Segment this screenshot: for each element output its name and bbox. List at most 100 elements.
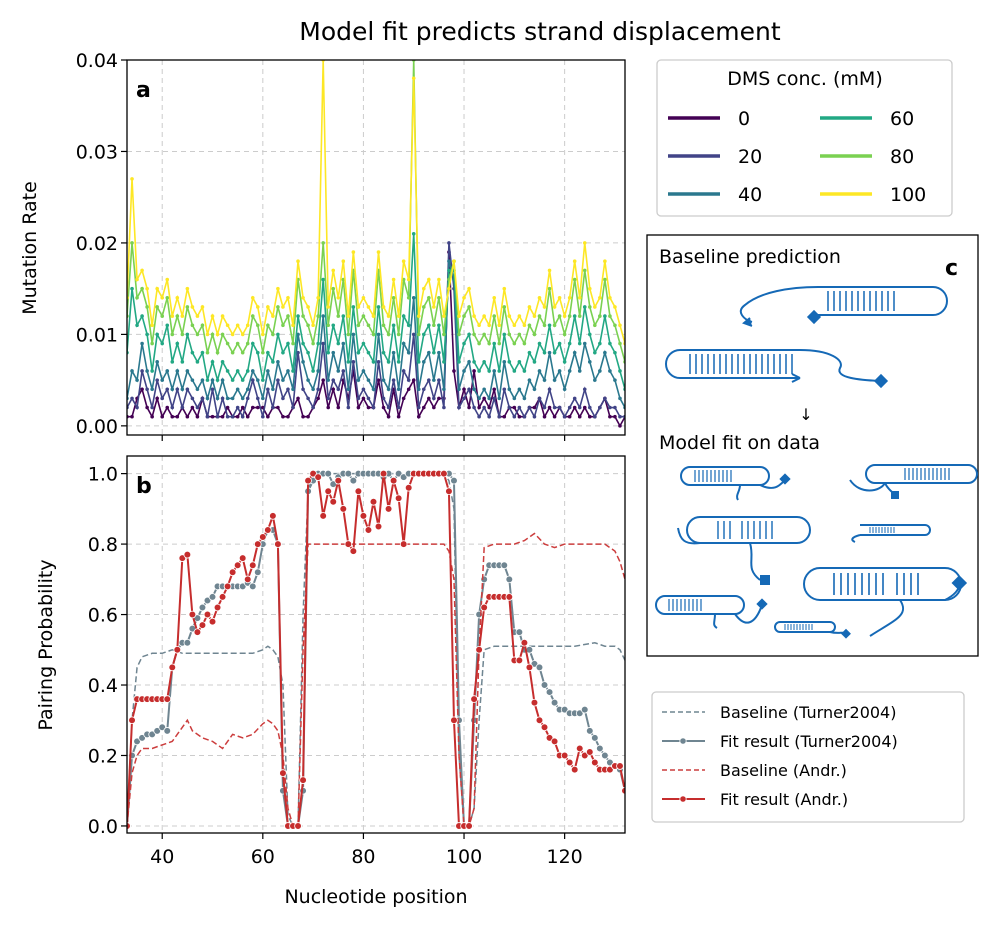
data-point [266, 414, 270, 419]
data-point [163, 695, 172, 703]
data-point [326, 378, 331, 382]
data-point [552, 305, 557, 309]
data-point [381, 323, 386, 328]
panel-a-label: a [136, 78, 151, 103]
panel-a-ylabel: Mutation Rate [19, 181, 41, 315]
data-point [321, 277, 325, 282]
data-point [550, 737, 559, 746]
data-point [306, 396, 310, 401]
data-point [507, 387, 512, 392]
data-point [575, 744, 584, 753]
data-point [416, 414, 421, 419]
data-point [517, 405, 522, 410]
data-point [145, 286, 149, 291]
data-point [502, 305, 507, 309]
data-point [198, 603, 207, 612]
data-point [145, 332, 149, 337]
data-point [170, 405, 175, 410]
data-point [577, 296, 582, 300]
data-point [547, 286, 552, 291]
data-point [593, 414, 597, 419]
data-point [457, 405, 461, 410]
data-point [286, 414, 290, 419]
data-point [276, 378, 280, 382]
data-point [416, 314, 421, 318]
data-point [467, 387, 471, 392]
y-tick-label: 0.4 [88, 675, 118, 697]
data-point [432, 323, 436, 328]
data-point [497, 369, 502, 373]
data-point [487, 396, 491, 401]
data-point [406, 350, 411, 355]
baseline-prediction-label: Baseline prediction [659, 246, 841, 268]
data-point [366, 350, 371, 355]
data-point [185, 414, 190, 419]
data-point [391, 296, 396, 300]
hairpin-structure-icon [739, 286, 948, 327]
data-point [190, 378, 195, 382]
data-point [316, 369, 320, 373]
data-point [341, 314, 346, 318]
data-point [572, 314, 577, 318]
data-point [487, 341, 491, 346]
data-point [326, 396, 331, 401]
data-point [286, 314, 290, 318]
data-point [379, 469, 388, 478]
data-point [245, 369, 250, 373]
data-point [240, 378, 245, 382]
data-point [255, 350, 260, 355]
data-point [230, 396, 235, 401]
data-point [128, 716, 136, 725]
data-point [205, 396, 210, 401]
data-point [291, 369, 295, 373]
data-point [603, 259, 607, 264]
series-line-dms-60 [127, 233, 625, 390]
data-point [208, 593, 217, 601]
data-point [235, 341, 240, 346]
panel-b-label: b [136, 474, 152, 499]
data-point [608, 296, 612, 300]
data-point [140, 286, 144, 291]
data-point [427, 277, 431, 282]
data-point [598, 405, 602, 410]
data-point [550, 698, 559, 707]
data-point [427, 350, 431, 355]
data-point [472, 387, 476, 392]
data-point [598, 296, 602, 300]
data-point [195, 414, 200, 419]
data-point [276, 332, 280, 337]
data-point [276, 360, 280, 364]
data-point [250, 378, 255, 382]
data-point [537, 396, 542, 401]
data-point [427, 296, 431, 300]
data-point [562, 360, 567, 364]
x-tick-label: 100 [446, 846, 482, 868]
data-point [437, 350, 441, 355]
data-point [527, 350, 532, 355]
data-point [140, 387, 144, 392]
data-point [135, 323, 139, 328]
data-point [188, 610, 197, 619]
data-point [502, 360, 507, 364]
legend-label: Fit result (Andr.) [720, 790, 848, 809]
data-point [406, 323, 411, 328]
data-point [404, 483, 413, 492]
data-point [487, 323, 491, 328]
data-point [512, 405, 517, 410]
data-point [532, 360, 537, 364]
data-point [215, 414, 220, 419]
data-point [450, 476, 458, 485]
data-point [557, 405, 562, 410]
legend-label: Fit result (Turner2004) [720, 732, 898, 751]
data-point [145, 405, 149, 410]
data-point [225, 396, 230, 401]
data-point [587, 405, 592, 410]
data-point [145, 387, 149, 392]
data-point [160, 314, 165, 318]
data-point [525, 663, 534, 672]
data-point [296, 314, 300, 318]
data-point [613, 350, 617, 355]
data-point [235, 387, 240, 392]
data-point [587, 305, 592, 309]
data-point [321, 241, 325, 245]
